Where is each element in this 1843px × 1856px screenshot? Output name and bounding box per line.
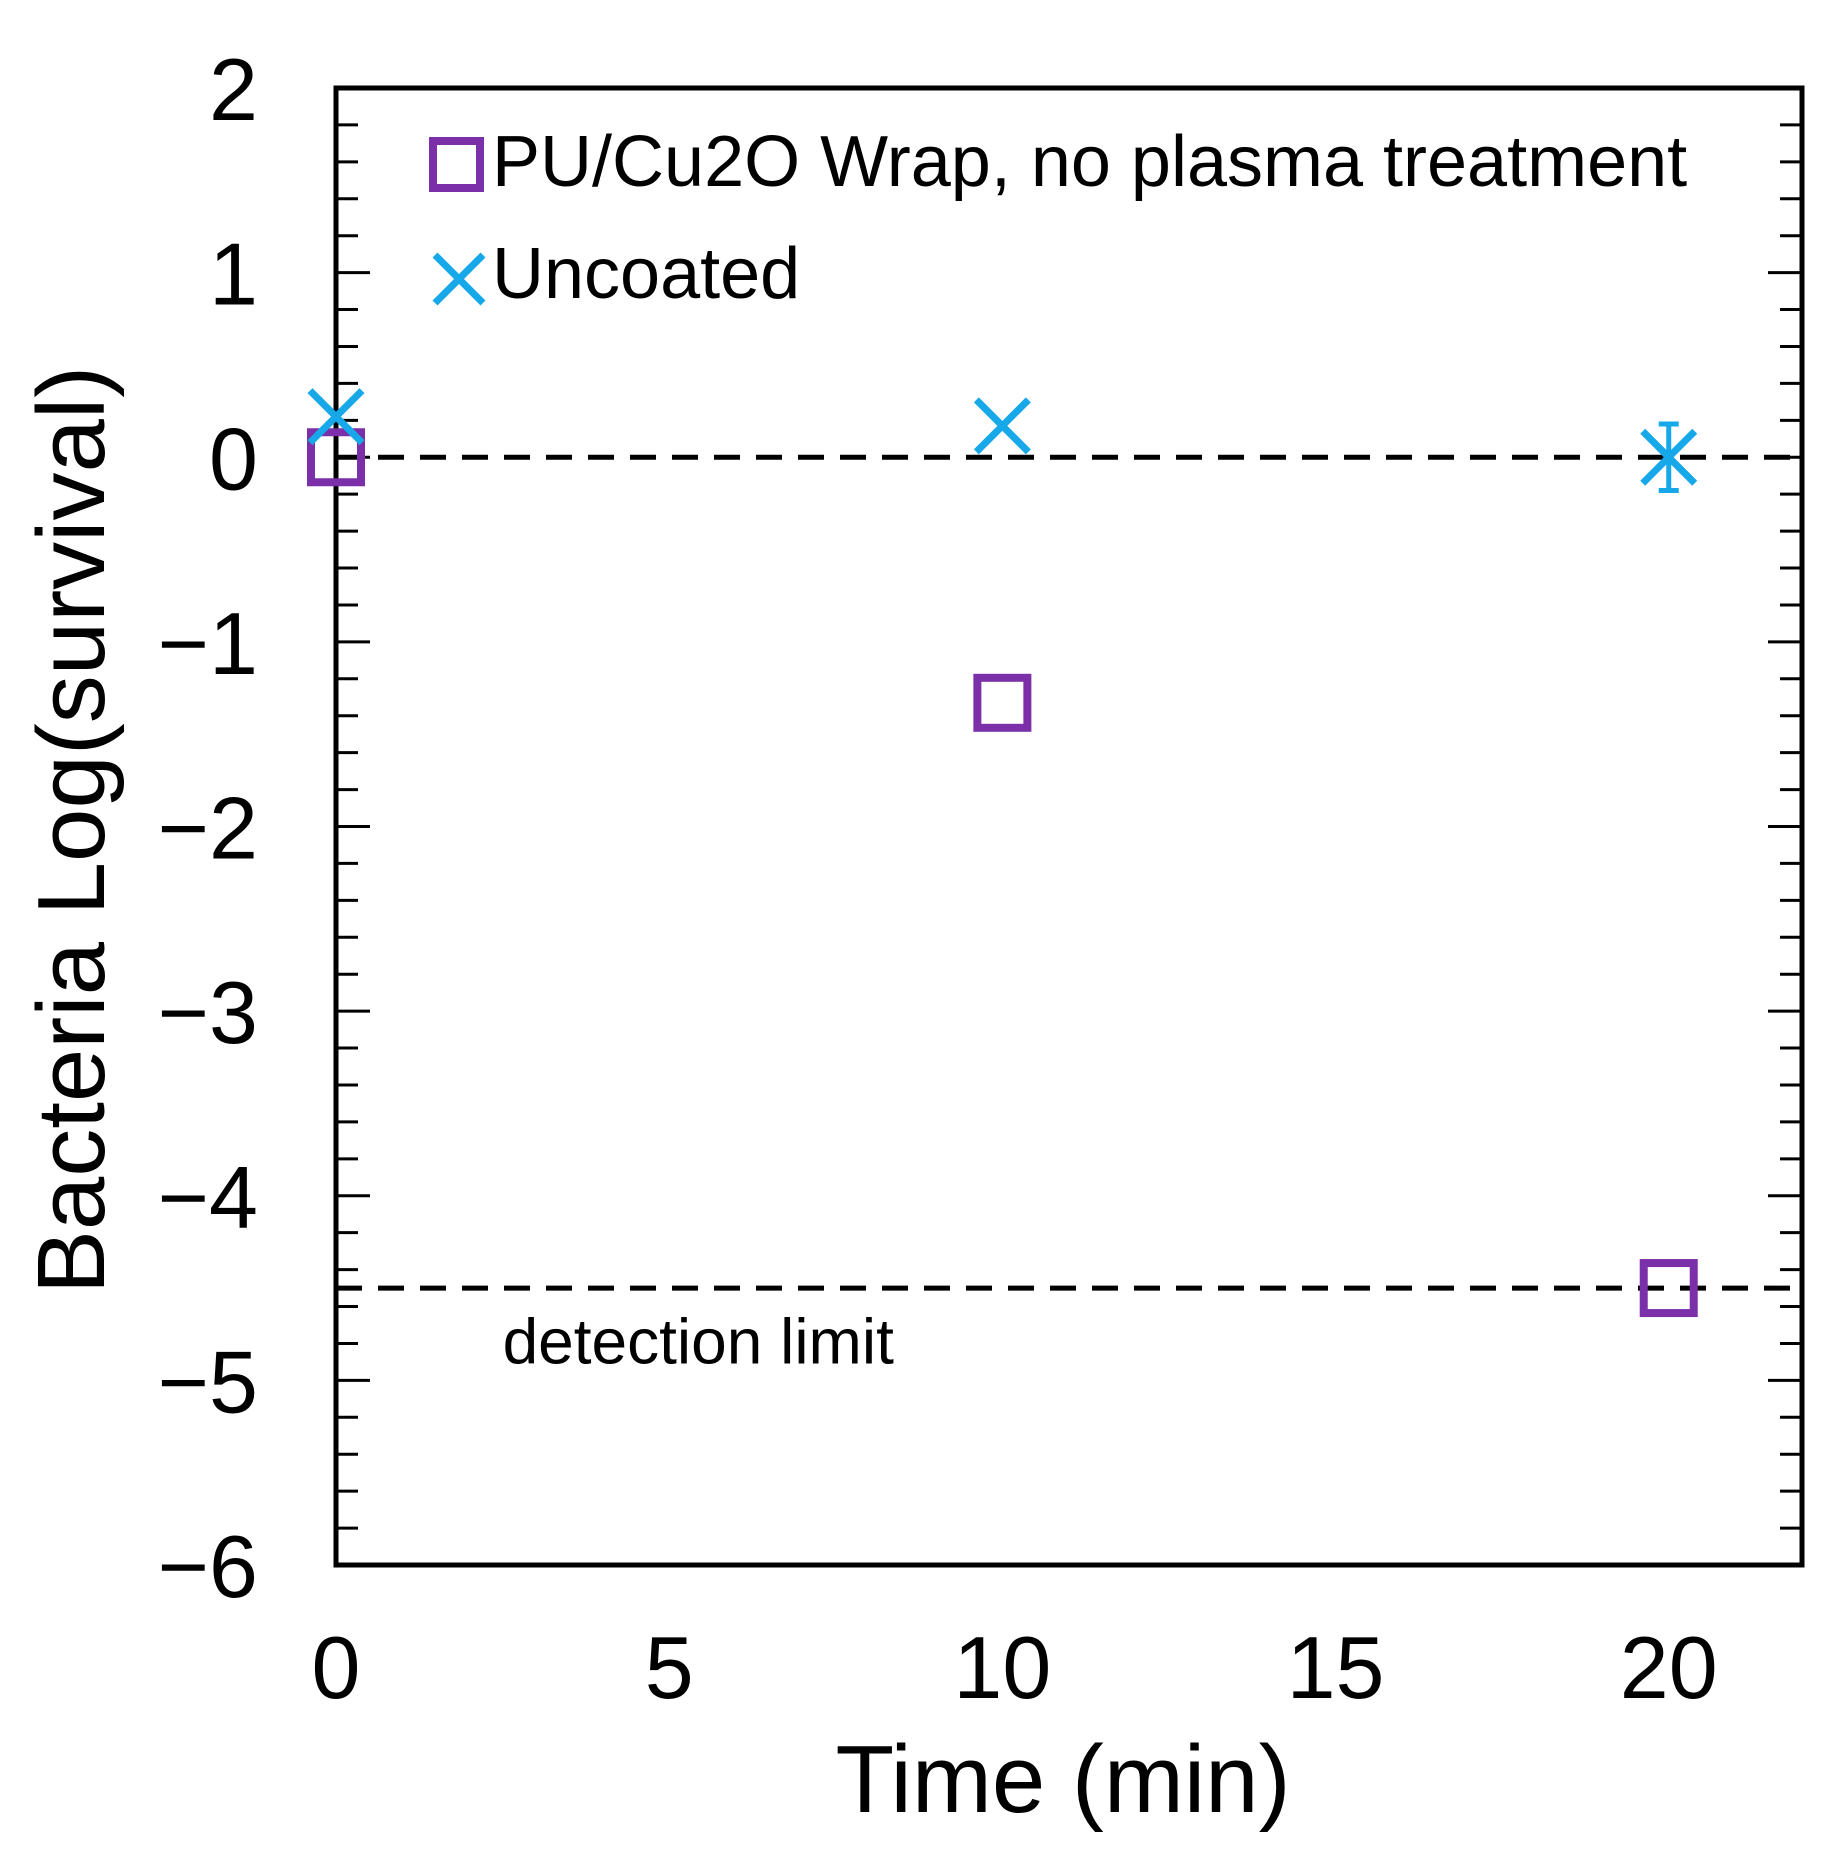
y-tick-label: −1 — [158, 594, 258, 693]
legend-square-icon — [429, 137, 484, 192]
x-tick-label: 15 — [1287, 1618, 1385, 1717]
y-tick-label: 1 — [209, 225, 258, 324]
y-tick-label: −4 — [158, 1148, 258, 1247]
plot-frame — [333, 85, 1805, 1568]
x-tick-label: 0 — [312, 1618, 361, 1717]
x-tick-labels: 0 5 10 15 20 — [312, 1618, 1718, 1717]
legend: PU/Cu2O Wrap, no plasma treatment Uncoat… — [429, 122, 1687, 314]
legend-label-pu-cu2o: PU/Cu2O Wrap, no plasma treatment — [492, 122, 1687, 202]
data-point-x — [307, 388, 365, 446]
data-point-x — [973, 397, 1031, 455]
legend-label-uncoated: Uncoated — [492, 234, 800, 314]
y-axis-title: Bacteria Log(survival) — [18, 366, 125, 1294]
data-point-x — [1640, 428, 1698, 486]
y-tick-label: −5 — [158, 1332, 258, 1431]
x-tick-label: 20 — [1620, 1618, 1718, 1717]
y-tick-label: −2 — [158, 779, 258, 878]
y-tick-label: −3 — [158, 963, 258, 1062]
data-markers — [307, 388, 1698, 1318]
data-point-square — [307, 428, 365, 487]
legend-x-icon — [432, 252, 486, 306]
reference-lines — [336, 454, 1802, 1291]
y-tick-label: 2 — [209, 40, 258, 139]
detection-limit-label: detection limit — [503, 1305, 895, 1377]
y-tick-labels: 2 1 0 −1 −2 −3 −4 −5 −6 — [158, 40, 258, 1616]
x-axis-title: Time (min) — [835, 1726, 1290, 1833]
x-tick-label: 10 — [953, 1618, 1051, 1717]
y-tick-label: 0 — [209, 409, 258, 508]
data-point-square — [1639, 1259, 1698, 1318]
x-tick-label: 5 — [645, 1618, 694, 1717]
y-tick-label: −6 — [158, 1517, 258, 1616]
data-point-square — [973, 673, 1032, 732]
